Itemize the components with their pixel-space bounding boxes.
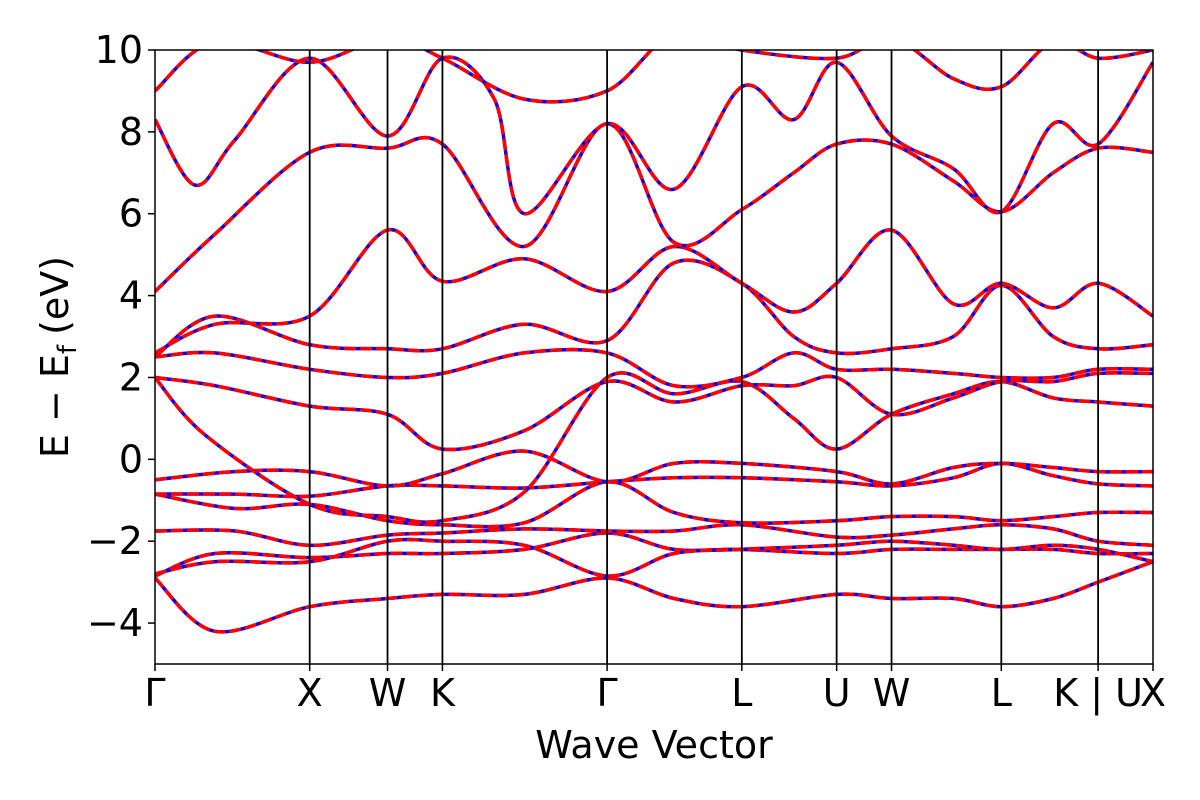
band-12-red-dashed-line bbox=[155, 228, 1153, 355]
band-5-red-dashed-line bbox=[155, 480, 1153, 529]
x-tick-label: W bbox=[369, 671, 407, 715]
x-axis-title: Wave Vector bbox=[535, 723, 773, 767]
x-tick-label: Γ bbox=[597, 671, 618, 715]
y-axis-title-subscript: f bbox=[53, 344, 83, 354]
band-3-red-dashed-line bbox=[155, 537, 1153, 578]
y-tick-label: 6 bbox=[119, 192, 143, 236]
x-tick-label: L bbox=[991, 671, 1012, 715]
band-8-red-dashed-line bbox=[155, 371, 1153, 524]
band-9-red-dashed-line bbox=[155, 371, 1153, 452]
y-tick-label: −2 bbox=[87, 519, 143, 563]
band-10-red-dashed-line bbox=[155, 347, 1153, 389]
high-symmetry-lines bbox=[308, 50, 1100, 664]
band-1-red-dashed-line bbox=[155, 560, 1153, 634]
y-axis-title-unit: (eV) bbox=[33, 256, 77, 335]
plot-frame bbox=[154, 49, 1154, 665]
y-tick-label: 2 bbox=[119, 355, 143, 399]
y-axis-title: E − Ef (eV) bbox=[33, 256, 83, 458]
band-15-red-dashed-line bbox=[155, 50, 1153, 104]
band-11-red-dashed-line bbox=[155, 258, 1153, 359]
y-tick-label: 0 bbox=[119, 437, 143, 481]
y-tick-label: 8 bbox=[119, 110, 143, 154]
y-axis-ticks: −4 −2 0 2 4 6 8 10 bbox=[87, 28, 155, 645]
x-tick-label: X bbox=[1140, 671, 1166, 715]
x-tick-label: W bbox=[873, 671, 911, 715]
plot-background bbox=[155, 50, 1153, 664]
x-tick-label: K | U bbox=[1053, 671, 1143, 716]
x-tick-label: X bbox=[297, 671, 323, 715]
y-axis-title-main: E − E bbox=[33, 354, 77, 458]
x-tick-label: U bbox=[823, 671, 851, 715]
y-tick-label: 4 bbox=[119, 274, 143, 318]
band-7-red-dashed-line bbox=[155, 449, 1153, 488]
y-tick-label: −4 bbox=[87, 601, 143, 645]
x-tick-label: Γ bbox=[144, 671, 165, 715]
y-tick-label: 10 bbox=[95, 28, 143, 72]
x-tick-label: K bbox=[430, 671, 456, 715]
band-4-red-dashed-line bbox=[155, 522, 1153, 548]
x-tick-label: L bbox=[731, 671, 752, 715]
